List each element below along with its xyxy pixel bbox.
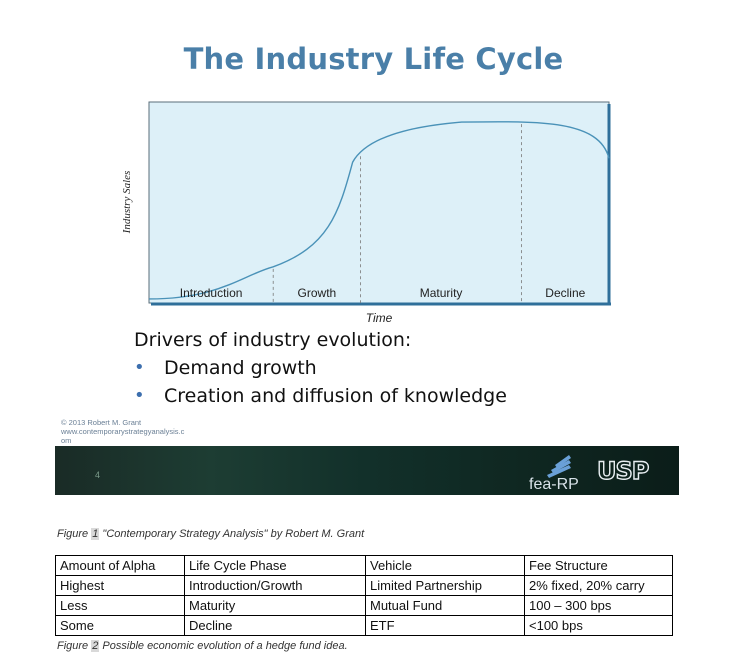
table-header-cell: Fee Structure xyxy=(524,555,673,576)
usp-logo: USP xyxy=(596,456,650,484)
phase-label: Introduction xyxy=(180,286,243,300)
table-cell: Maturity xyxy=(184,595,366,616)
x-axis-label: Time xyxy=(366,311,393,325)
copyright-line: om xyxy=(61,436,72,445)
phase-label: Growth xyxy=(298,286,337,300)
slide-footer-band: 4 fea-RP USP xyxy=(55,446,679,495)
slide-number: 4 xyxy=(95,470,101,480)
fea-rp-logo-text: fea-RP xyxy=(529,476,579,491)
drivers-heading: Drivers of industry evolution: xyxy=(134,329,412,351)
copyright-line: © 2013 Robert M. Grant xyxy=(61,418,142,427)
caption-label: Figure xyxy=(57,528,92,540)
table-cell: Introduction/Growth xyxy=(184,575,366,596)
table-cell: Less xyxy=(55,595,185,616)
slide-title: The Industry Life Cycle xyxy=(183,42,564,76)
y-axis-label: Industry Sales xyxy=(121,171,133,235)
table-cell: Highest xyxy=(55,575,185,596)
phase-label: Decline xyxy=(545,286,585,300)
table-cell: Some xyxy=(55,615,185,636)
bullet-text: Demand growth xyxy=(164,357,317,379)
copyright-notice: © 2013 Robert M. Grant www.contemporarys… xyxy=(61,418,211,445)
table-cell: Decline xyxy=(184,615,366,636)
table-header-cell: Life Cycle Phase xyxy=(184,555,366,576)
sales-curve xyxy=(148,121,610,300)
caption-text: Possible economic evolution of a hedge f… xyxy=(99,640,348,652)
table-row: Less Maturity Mutual Fund 100 – 300 bps xyxy=(55,595,673,616)
life-cycle-chart: Introduction Growth Maturity Decline Indust… xyxy=(121,101,611,325)
fea-rp-logo: fea-RP xyxy=(529,455,579,491)
caption-label: Figure xyxy=(57,640,92,652)
table-cell: 2% fixed, 20% carry xyxy=(524,575,673,596)
table-header-cell: Amount of Alpha xyxy=(55,555,185,576)
caption-number: 1 xyxy=(91,528,100,540)
table-cell: <100 bps xyxy=(524,615,673,636)
phase-labels: Introduction Growth Maturity Decline xyxy=(180,286,586,300)
table-cell: Mutual Fund xyxy=(365,595,525,616)
table-row: Some Decline ETF <100 bps xyxy=(55,615,673,636)
figure-1-caption: Figure 1 "Contemporary Strategy Analysis… xyxy=(57,528,364,540)
table-cell: 100 – 300 bps xyxy=(524,595,673,616)
bullet-dot: • xyxy=(134,357,145,378)
caption-number: 2 xyxy=(91,640,100,652)
usp-logo-text: USP xyxy=(597,457,649,484)
caption-text: "Contemporary Strategy Analysis" by Robe… xyxy=(99,528,365,540)
chart-plot-area xyxy=(148,101,610,304)
copyright-line: www.contemporarystrategyanalysis.c xyxy=(61,427,185,436)
phase-dividers xyxy=(272,124,523,303)
table-cell: Limited Partnership xyxy=(365,575,525,596)
figure-2-caption: Figure 2 Possible economic evolution of … xyxy=(57,640,348,652)
table-cell: ETF xyxy=(365,615,525,636)
table-row: Highest Introduction/Growth Limited Part… xyxy=(55,575,673,596)
hedge-fund-evolution-table: Amount of Alpha Life Cycle Phase Vehicle… xyxy=(55,555,673,636)
table-header-cell: Vehicle xyxy=(365,555,525,576)
bullet-text: Creation and diffusion of knowledge xyxy=(164,385,507,407)
bullet-dot: • xyxy=(134,385,145,406)
phase-label: Maturity xyxy=(420,286,463,300)
table-header-row: Amount of Alpha Life Cycle Phase Vehicle… xyxy=(55,555,673,576)
